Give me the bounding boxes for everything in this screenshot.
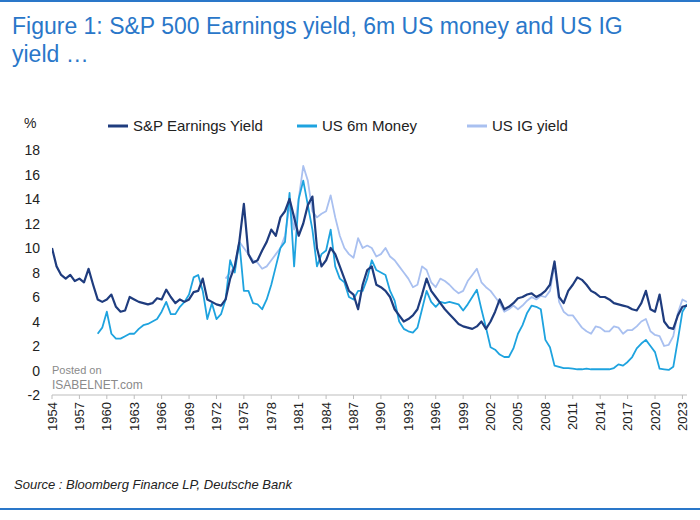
x-tick	[380, 395, 381, 399]
x-tick	[572, 395, 573, 399]
y-tick	[49, 272, 52, 273]
x-tick	[490, 395, 491, 399]
y-tick-label: 0	[32, 363, 40, 379]
x-tick	[545, 395, 546, 399]
y-tick-label: 12	[24, 216, 40, 232]
x-tick	[627, 395, 628, 399]
x-tick-label: 1963	[127, 402, 142, 431]
x-tick	[79, 395, 80, 399]
legend-swatch	[108, 125, 128, 128]
x-tick-label: 2023	[675, 402, 690, 431]
x-tick-label: 2017	[620, 402, 635, 431]
legend-label: US IG yield	[492, 117, 568, 134]
y-tick-label: 6	[32, 289, 40, 305]
y-tick-label: -2	[28, 387, 41, 403]
x-tick-label: 2002	[483, 402, 498, 431]
x-tick	[298, 395, 299, 399]
x-tick-label: 1972	[209, 402, 224, 431]
x-tick	[271, 395, 272, 399]
x-tick-label: 1993	[401, 402, 416, 431]
y-tick-label: 8	[32, 265, 40, 281]
x-tick	[408, 395, 409, 399]
chart: % -2 0 2 4 6 8 10 12 14 16 18 1954 1957 1960 1963 1966 19…	[0, 0, 700, 520]
x-tick-label: 1957	[72, 402, 87, 431]
series-line	[98, 181, 687, 370]
y-tick-label: 4	[32, 314, 40, 330]
legend-swatch	[467, 125, 487, 128]
x-tick	[106, 395, 107, 399]
x-tick	[435, 395, 436, 399]
x-tick	[161, 395, 162, 399]
watermark: Posted on	[52, 364, 102, 376]
x-tick-label: 1975	[236, 402, 251, 431]
x-tick	[52, 395, 53, 399]
x-tick-label: 1984	[319, 402, 334, 431]
x-tick-label: 1969	[182, 402, 197, 431]
y-tick	[49, 248, 52, 249]
x-tick	[655, 395, 656, 399]
x-axis-line	[52, 395, 687, 396]
x-tick	[682, 395, 683, 399]
x-tick	[326, 395, 327, 399]
x-tick-label: 1996	[428, 402, 443, 431]
x-tick	[134, 395, 135, 399]
x-tick-label: 1960	[99, 402, 114, 431]
series-line	[52, 197, 687, 329]
x-tick	[463, 395, 464, 399]
x-tick	[243, 395, 244, 399]
x-tick-label: 2005	[510, 402, 525, 431]
source: Source : Bloomberg Finance LP, Deutsche …	[14, 477, 293, 492]
x-tick	[189, 395, 190, 399]
x-tick	[353, 395, 354, 399]
watermark: ISABELNET.com	[52, 378, 143, 392]
x-tick-label: 1999	[456, 402, 471, 431]
x-tick-label: 1987	[346, 402, 361, 431]
y-tick	[49, 321, 52, 322]
plot-lines	[52, 166, 687, 370]
x-tick-label: 1978	[264, 402, 279, 431]
y-tick	[49, 199, 52, 200]
x-tick-label: 2011	[565, 402, 580, 430]
x-tick-label: 1966	[154, 402, 169, 431]
y-tick-label: 18	[24, 142, 40, 158]
y-tick	[49, 346, 52, 347]
x-tick-label: 1981	[291, 402, 306, 431]
legend-label: US 6m Money	[322, 117, 418, 134]
x-tick-label: 1954	[45, 402, 60, 431]
legend-swatch	[297, 125, 317, 128]
top-rule	[0, 0, 700, 2]
x-tick-label: 2020	[648, 402, 663, 431]
x-tick	[216, 395, 217, 399]
y-tick	[49, 174, 52, 175]
title: Figure 1: S&P 500 Earnings yield, 6m US …	[12, 12, 672, 68]
y-tick	[49, 297, 52, 298]
y-tick-label: 2	[32, 338, 40, 354]
x-tick	[517, 395, 518, 399]
x-tick	[600, 395, 601, 399]
x-tick-label: 1990	[373, 402, 388, 431]
x-tick-label: 2008	[538, 402, 553, 431]
y-tick-label: 10	[24, 240, 40, 256]
x-tick-label: 2014	[593, 402, 608, 431]
y-axis-label: %	[24, 115, 36, 131]
y-tick-label: 14	[24, 191, 40, 207]
legend-label: S&P Earnings Yield	[133, 117, 263, 134]
y-tick	[49, 150, 52, 151]
bottom-rule	[0, 508, 700, 510]
y-tick	[49, 223, 52, 224]
y-tick-label: 16	[24, 167, 40, 183]
